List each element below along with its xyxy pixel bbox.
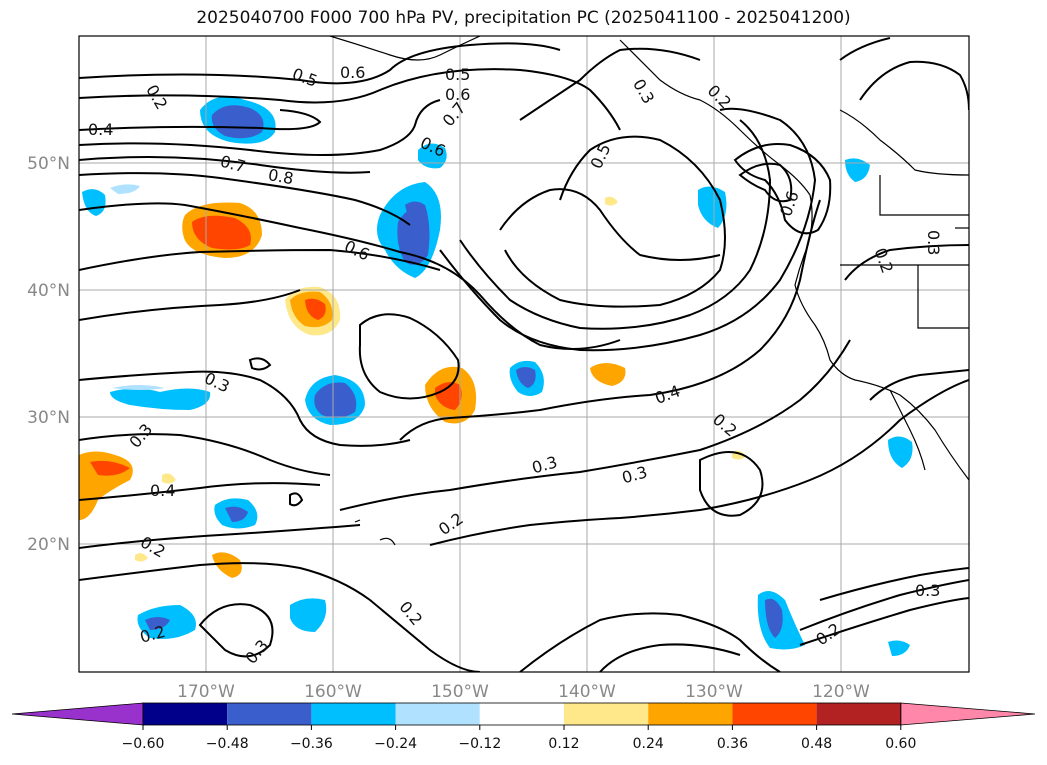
colorbar-tick-label: −0.24 [374,736,417,752]
colorbar-tick-label: 0.24 [633,736,664,752]
precip-blob [112,385,165,390]
precip-blob [110,388,211,410]
colorbar-segment [143,703,228,725]
precip-blob [90,460,130,476]
colorbar-tick-label: −0.48 [206,736,249,752]
colorbar-tick-label: 0.48 [801,736,832,752]
lon-axis-labels: 170°W 160°W 150°W 140°W 130°W 120°W [177,682,870,702]
colorbar-segment [311,703,396,725]
precip-blob [888,640,910,656]
lat-label: 20°N [27,535,70,555]
lat-label: 30°N [27,408,70,428]
precip-blob [192,215,251,250]
lon-label: 130°W [685,682,743,702]
contour-label: 0.3 [924,230,943,255]
precip-blob [145,617,170,630]
contour-label: 0.3 [915,581,940,600]
precip-blob [212,552,242,578]
colorbar-tick-label: 0.36 [717,736,748,752]
contour-label: 0.4 [150,481,175,500]
precip-blob [418,143,447,169]
contour-label: 0.6 [340,63,365,82]
colorbar-frame [142,702,902,726]
precip-blob [162,473,176,484]
lon-label: 140°W [558,682,616,702]
lon-label: 120°W [812,682,870,702]
precip-blob [225,506,248,522]
colorbar-tick-label: −0.60 [122,736,165,752]
colorbar-tick-label: 0.60 [885,736,916,752]
colorbar-extend-left [11,702,144,726]
precip-blob [290,598,327,632]
colorbar-segment [648,703,733,725]
precip-blob [888,436,913,468]
precip-blob [405,201,426,222]
map-title: 2025040700 F000 700 hPa PV, precipitatio… [196,8,851,28]
precip-blob [765,598,783,638]
plot-frame [78,35,970,673]
pv-contours [79,37,969,672]
colorbar-segment [732,703,817,725]
contour-label: 0.6 [445,85,470,104]
precip-blob [314,382,357,418]
precip-blob [590,363,626,386]
colorbar-segment [395,703,480,725]
colorbar-segment [227,703,312,725]
colorbar-segment [479,703,564,725]
lon-label: 150°W [431,682,489,702]
precipitation-anomaly-fills [79,96,913,656]
colorbar-tick-label: −0.36 [290,736,333,752]
lon-label: 160°W [304,682,362,702]
coastlines [329,36,969,546]
precip-blob [516,367,536,388]
plot-area: 0.2 0.4 0.5 0.6 0.5 0.6 0.7 0.3 0.2 0.7 … [79,36,969,672]
contour-label: 0.8 [267,165,295,188]
lon-label: 170°W [177,682,235,702]
lat-label: 50°N [27,154,70,174]
precip-blob [135,553,148,562]
precip-blob [845,158,870,182]
precip-blob [605,196,618,206]
precip-blob [110,184,140,194]
contour-label: 0.5 [445,65,470,84]
colorbar: −0.60 −0.48 −0.36 −0.24 −0.12 0.12 0.24 0.36 0.4… [11,702,1036,752]
precip-blob [211,105,264,139]
contour-label: 0.4 [88,120,113,139]
lat-label: 40°N [27,281,70,301]
precip-blob [305,298,326,320]
lat-axis-labels: 50°N 40°N 30°N 20°N [27,154,70,555]
colorbar-tick-label: −0.12 [458,736,501,752]
colorbar-segment [816,703,901,725]
colorbar-tick-label: 0.12 [548,736,579,752]
colorbar-segment [564,703,649,725]
precip-blob [435,382,462,410]
colorbar-extend-right [900,702,1036,726]
